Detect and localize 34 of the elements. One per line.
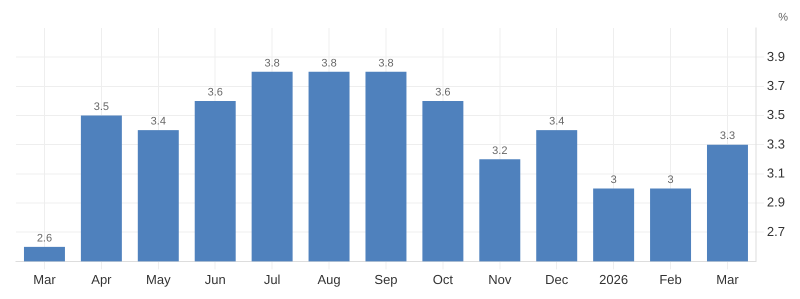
x-tick-label: Jun bbox=[204, 272, 226, 287]
data-label: 3.5 bbox=[94, 101, 110, 114]
data-label: 3.8 bbox=[264, 57, 280, 70]
data-label: 3.4 bbox=[150, 116, 166, 128]
data-label: 2.6 bbox=[36, 232, 52, 244]
data-label: 3.4 bbox=[549, 116, 564, 128]
x-tick-label: Apr bbox=[91, 272, 112, 287]
data-label: 3.8 bbox=[321, 57, 337, 70]
y-tick-label: 2.7 bbox=[766, 224, 786, 239]
x-tick-label: Feb bbox=[659, 272, 682, 287]
x-tick-label: Nov bbox=[488, 272, 512, 287]
x-tick-label: Aug bbox=[317, 272, 341, 287]
y-tick-label: 3.1 bbox=[766, 165, 786, 180]
y-tick-label: 2.9 bbox=[766, 194, 786, 210]
y-tick-label: 3.3 bbox=[766, 136, 786, 152]
data-label: 3 bbox=[667, 174, 674, 186]
x-tick-label: May bbox=[146, 272, 172, 287]
x-tick-label: Oct bbox=[432, 272, 454, 287]
data-label: 3.6 bbox=[435, 86, 451, 98]
y-axis-title: % bbox=[778, 12, 788, 24]
data-label: 3.2 bbox=[492, 144, 508, 157]
x-tick-label: Mar bbox=[33, 272, 56, 287]
x-tick-label: Dec bbox=[545, 272, 569, 287]
data-label: 3.6 bbox=[208, 86, 223, 98]
y-tick-label: 3.7 bbox=[766, 78, 786, 93]
data-label: 3.8 bbox=[378, 57, 394, 70]
y-tick-label: 3.5 bbox=[766, 107, 786, 122]
x-tick-label: Jul bbox=[264, 272, 281, 287]
x-tick-label: Mar bbox=[716, 272, 740, 287]
data-label: 3.3 bbox=[720, 130, 736, 142]
data-label: 3 bbox=[610, 174, 617, 186]
x-tick-label: Sep bbox=[374, 272, 398, 287]
y-tick-label: 3.9 bbox=[766, 48, 786, 64]
x-tick-label: 2026 bbox=[599, 272, 628, 287]
